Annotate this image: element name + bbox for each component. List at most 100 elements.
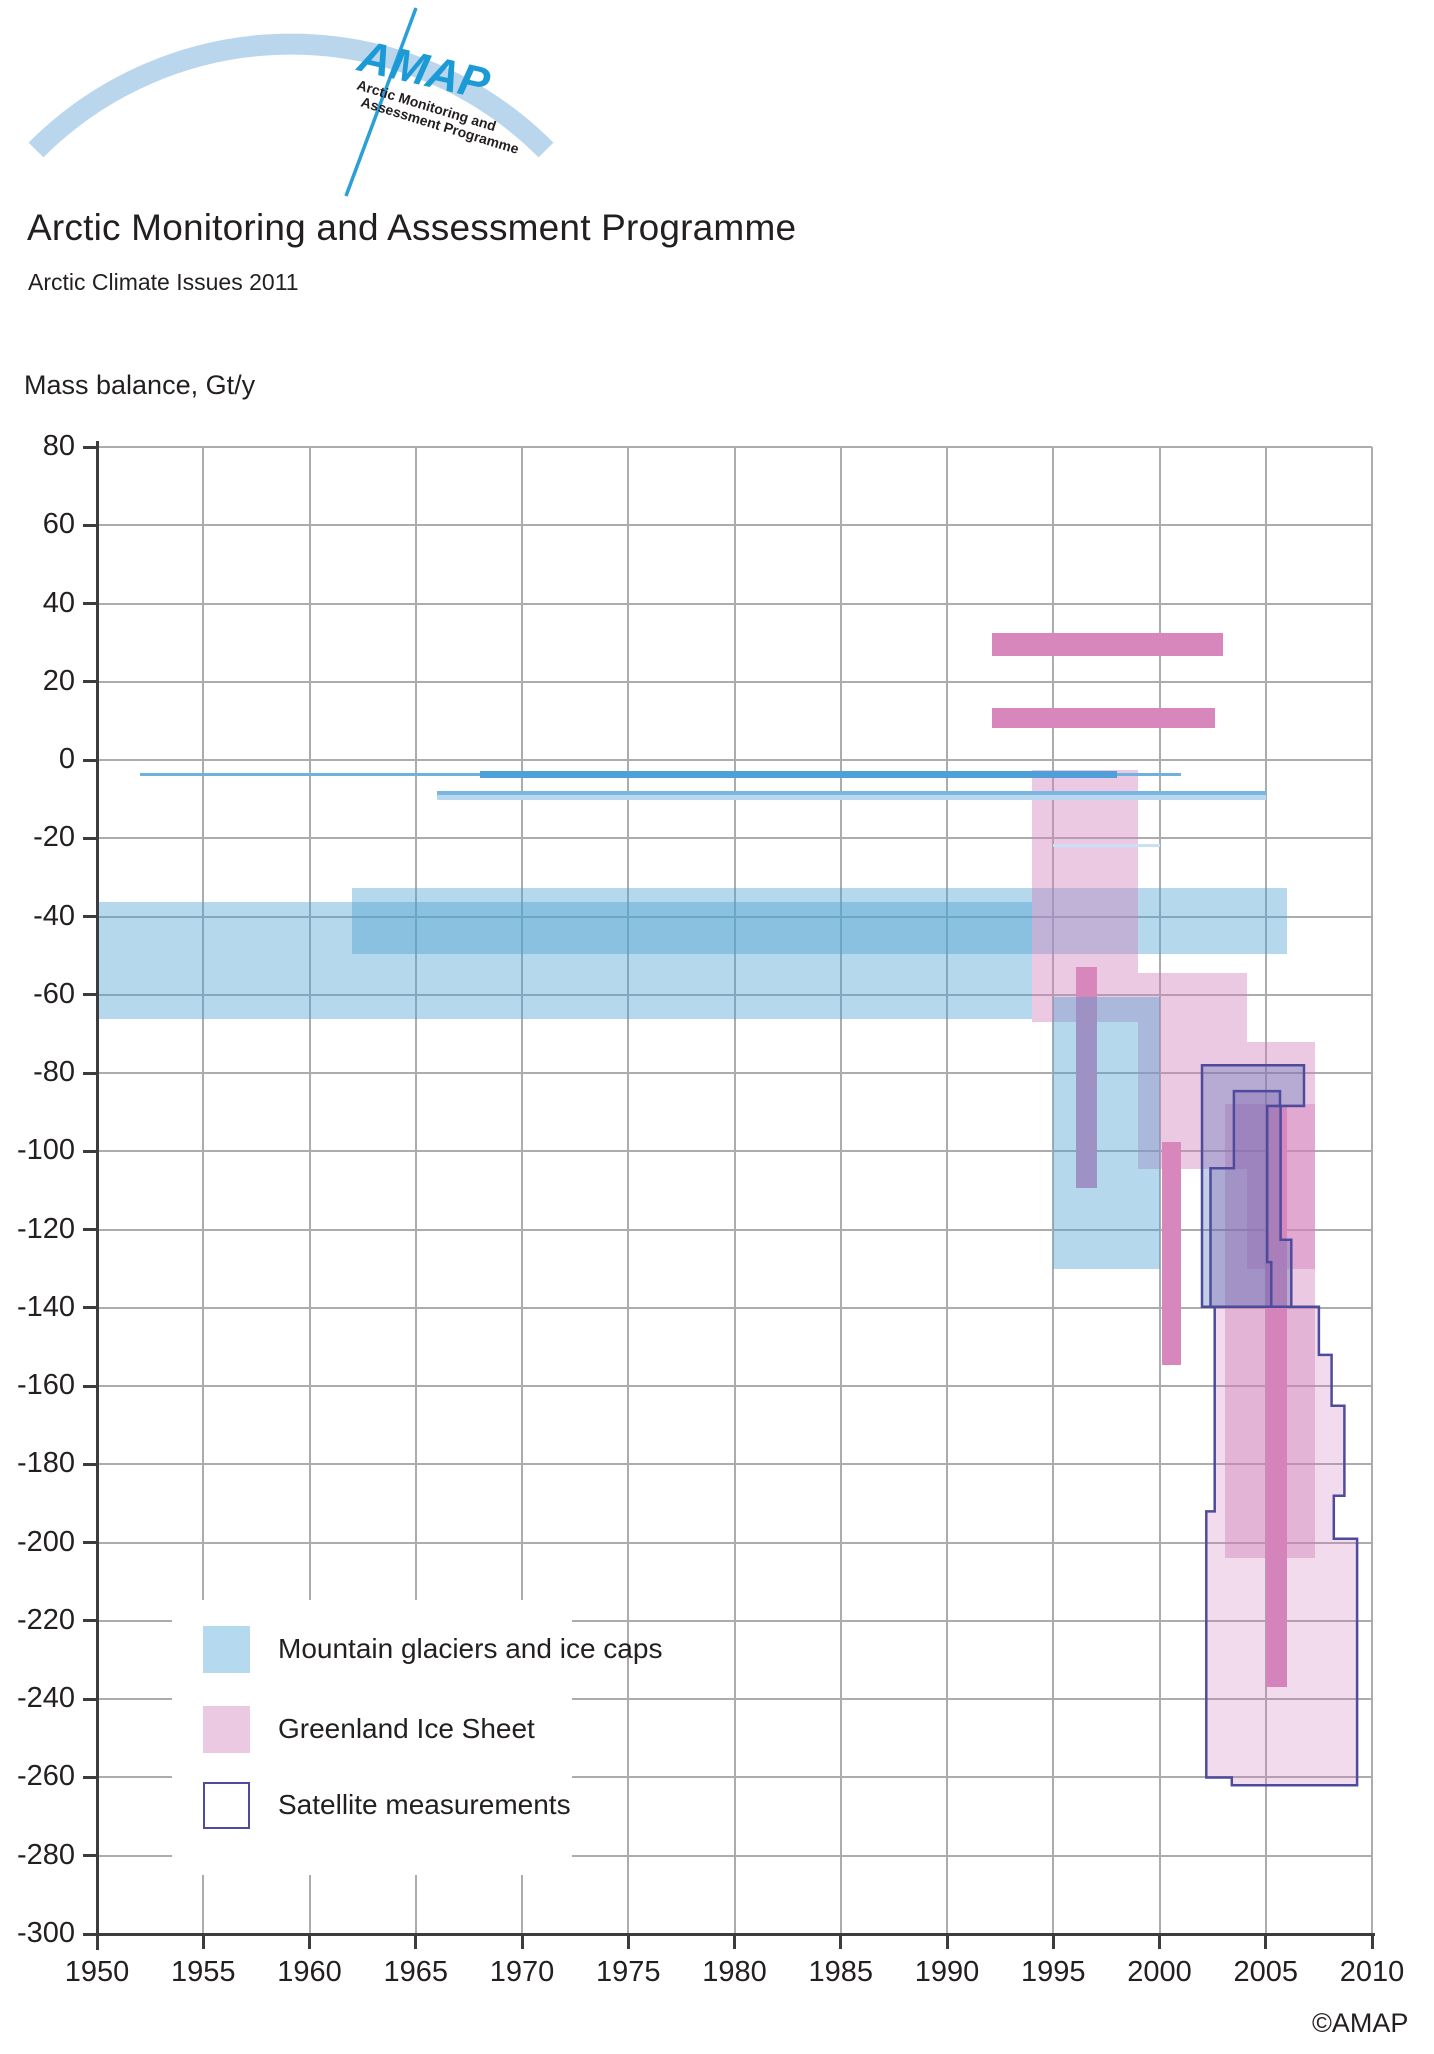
- gridline-horizontal: [97, 1385, 1372, 1388]
- y-axis-tick-label: 20: [42, 664, 75, 697]
- greenland-solid-bar: [991, 708, 1215, 728]
- y-axis-tick: [83, 1854, 97, 1858]
- gridline-vertical: [946, 447, 948, 1934]
- x-axis-tick-label: 2000: [1127, 1956, 1192, 1988]
- y-axis-tick-label: -180: [16, 1447, 75, 1480]
- glacier-range-box: [1053, 996, 1160, 1269]
- y-axis-tick: [83, 680, 97, 684]
- legend-label: Satellite measurements: [278, 1789, 571, 1820]
- y-axis-tick: [83, 915, 97, 919]
- legend-item-mountain-glaciers: Mountain glaciers and ice caps: [203, 1625, 662, 1673]
- x-axis-tick-label: 1970: [489, 1956, 555, 1988]
- x-axis-tick-label: 1955: [170, 1956, 236, 1988]
- y-axis-tick-label: -160: [16, 1369, 75, 1402]
- y-axis-tick-label: -100: [16, 1134, 75, 1167]
- y-axis-tick: [83, 1462, 97, 1466]
- x-axis-tick: [1264, 1934, 1268, 1949]
- greenland-solid-bar: [1075, 966, 1097, 1189]
- glacier-mean-line: [479, 771, 1117, 779]
- gridline-vertical: [733, 447, 736, 1934]
- glacier-mean-line: [437, 790, 1266, 795]
- y-axis-tick-label: 0: [58, 743, 75, 776]
- gridline-horizontal: [97, 1541, 1372, 1544]
- y-axis-tick: [83, 1932, 97, 1936]
- glacier-range-box: [97, 901, 1032, 1020]
- gridline-horizontal: [97, 524, 1372, 527]
- y-axis-tick: [83, 1071, 97, 1075]
- y-axis-tick: [83, 1149, 97, 1153]
- y-axis-title: Mass balance, Gt/y: [24, 370, 256, 400]
- x-axis-tick-label: 1950: [64, 1956, 130, 1988]
- x-axis-tick: [520, 1934, 524, 1949]
- y-axis-tick: [83, 1775, 97, 1779]
- satellite-outline-box: [1205, 1305, 1359, 1787]
- gridline-vertical: [839, 447, 842, 1934]
- gridline-horizontal: [97, 1150, 1372, 1153]
- y-axis-tick: [83, 523, 97, 527]
- x-axis-tick-label: 1965: [383, 1956, 448, 1988]
- x-axis-tick-label: 1995: [1020, 1956, 1086, 1988]
- gridline-vertical: [308, 447, 311, 1934]
- legend-item-satellite: Satellite measurements: [203, 1781, 571, 1829]
- chart-legend: Mountain glaciers and ice caps Greenland…: [172, 1600, 662, 1875]
- gridline-vertical: [1158, 447, 1161, 1934]
- y-axis-line: [96, 441, 99, 1950]
- x-axis-tick-label: 1980: [702, 1956, 767, 1988]
- y-axis-tick: [83, 758, 97, 762]
- gridline-horizontal: [97, 1306, 1372, 1309]
- gridline-horizontal: [97, 759, 1372, 762]
- y-axis-tick-label: -80: [33, 1056, 75, 1089]
- y-axis-tick: [83, 1619, 97, 1623]
- gridline-vertical: [521, 447, 523, 1934]
- greenland-solid-bar: [991, 633, 1224, 656]
- x-axis-tick-label: 1990: [914, 1956, 980, 1988]
- y-axis-tick: [83, 1228, 97, 1232]
- y-axis-tick-label: -280: [16, 1838, 75, 1871]
- gridline-horizontal: [97, 1698, 1372, 1701]
- x-axis-tick: [626, 1934, 630, 1949]
- gridline-horizontal: [97, 1854, 1372, 1857]
- gridline-horizontal: [97, 680, 1372, 683]
- y-axis-tick-label: -300: [16, 1917, 75, 1949]
- x-axis-tick-label: 1985: [808, 1956, 873, 1988]
- x-axis-tick: [733, 1934, 736, 1949]
- y-axis-tick-label: -220: [16, 1603, 75, 1636]
- y-axis-tick: [83, 993, 97, 997]
- page-subtitle: Arctic Climate Issues 2011: [28, 269, 299, 295]
- glacier-mean-line: [1053, 843, 1160, 847]
- x-axis-tick: [945, 1934, 949, 1949]
- y-axis-tick-label: -60: [33, 977, 75, 1010]
- y-axis-tick-label: 40: [42, 586, 75, 619]
- y-axis-tick-label: -140: [16, 1290, 75, 1323]
- page-title: Arctic Monitoring and Assessment Program…: [27, 207, 797, 248]
- logo-slash-icon: [344, 7, 418, 197]
- glacier-range-box: [352, 888, 1287, 955]
- x-axis-tick: [1370, 1934, 1374, 1949]
- gridline-horizontal: [97, 1619, 1372, 1622]
- greenland-solid-bar: [1161, 1141, 1181, 1366]
- legend-item-greenland: Greenland Ice Sheet: [203, 1705, 535, 1753]
- legend-label: Mountain glaciers and ice caps: [278, 1633, 663, 1664]
- y-axis-tick-label: 80: [42, 430, 75, 462]
- y-axis-tick: [83, 445, 97, 449]
- y-axis-tick: [83, 602, 97, 606]
- gridline-vertical: [1371, 447, 1373, 1934]
- gridline-vertical: [202, 447, 205, 1934]
- glacier-mean-line: [437, 794, 1266, 800]
- chart-plot-area: Mountain glaciers and ice caps Greenland…: [97, 446, 1373, 1934]
- y-axis-tick-label: -200: [16, 1525, 75, 1558]
- logo-arc-icon: [28, 33, 554, 158]
- gridline-horizontal: [97, 1776, 1372, 1779]
- gridline-horizontal: [97, 915, 1372, 918]
- x-axis-tick-label: 1975: [595, 1956, 661, 1988]
- x-axis-tick: [201, 1934, 205, 1949]
- gridline-horizontal: [97, 993, 1372, 996]
- y-axis-tick-label: -260: [16, 1760, 75, 1793]
- x-axis-tick-label: 2010: [1339, 1956, 1405, 1988]
- y-axis-tick: [83, 1306, 97, 1310]
- gridline-vertical: [414, 447, 417, 1934]
- greenland-range-box: [1138, 973, 1247, 1169]
- gridline-horizontal: [97, 1463, 1372, 1466]
- y-axis-tick-label: -40: [33, 899, 75, 932]
